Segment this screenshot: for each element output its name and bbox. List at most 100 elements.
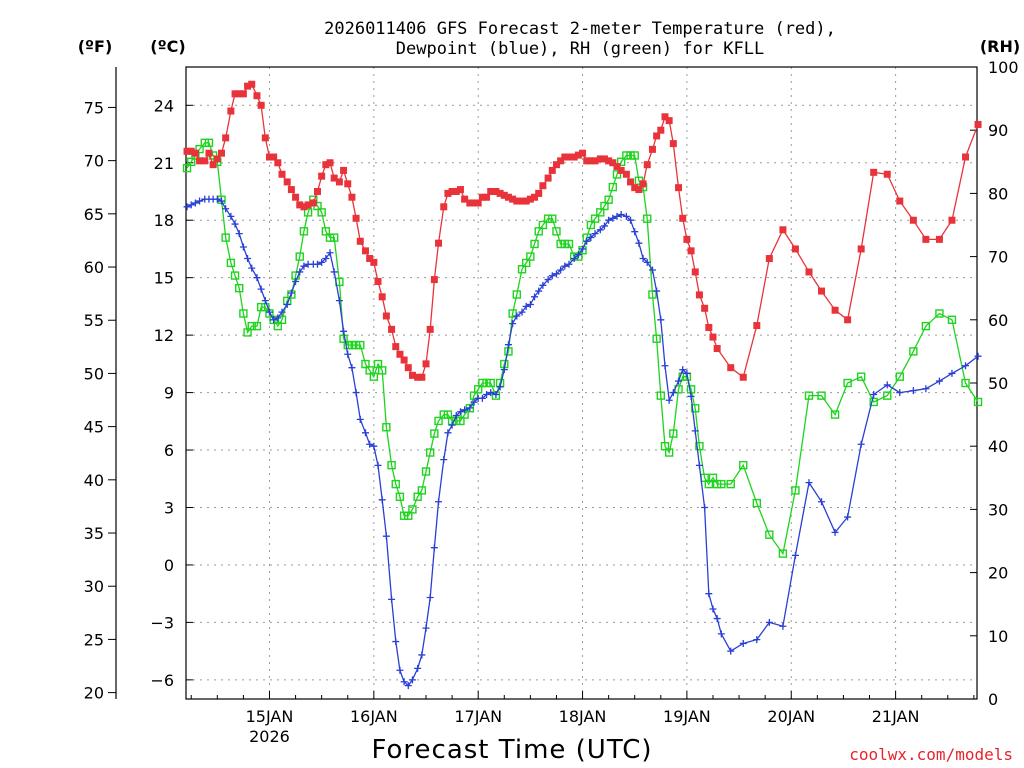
dewpoint-point [440, 456, 448, 464]
dewpoint-point [631, 228, 639, 236]
dewpoint-point [665, 396, 673, 404]
dewpoint-point [217, 197, 225, 205]
dewpoint-point [292, 277, 300, 285]
dewpoint-point [922, 385, 930, 393]
dewpoint-point [426, 593, 434, 601]
dewpoint-point [962, 362, 970, 370]
dewpoint-point [404, 682, 412, 690]
x-tick-label: 15JAN [246, 707, 294, 726]
dewpoint-point [909, 387, 917, 395]
dewpoint-point [392, 638, 400, 646]
rh-point [369, 372, 379, 381]
x-tick-sublabel: 2026 [249, 727, 290, 746]
temperature-point [870, 168, 878, 176]
rh-point [417, 486, 427, 495]
rh-tick-label: 80 [988, 184, 1008, 203]
dewpoint-point [213, 195, 221, 203]
temperature-point [388, 325, 396, 333]
rh-point [791, 486, 800, 495]
rh-point [512, 290, 522, 299]
temperature-point [378, 293, 386, 301]
dewpoint-point [388, 595, 396, 603]
temperature-point [318, 172, 326, 180]
dewpoint-point [287, 289, 295, 297]
temperature-point [370, 258, 378, 266]
dewpoint-point [548, 272, 556, 280]
rh-point [883, 391, 892, 400]
temperature-point [753, 322, 761, 330]
dewpoint-point [883, 381, 891, 389]
rh-point [356, 340, 365, 350]
temperature-point [418, 373, 426, 381]
rh-point [804, 391, 814, 400]
temperature-point [661, 113, 669, 121]
temperature-point [430, 276, 438, 284]
temperature-point [561, 153, 569, 161]
dewpoint-point [444, 429, 452, 437]
temperature-point [539, 182, 547, 190]
dewpoint-point [753, 636, 761, 644]
temperature-point [701, 304, 709, 312]
temperature-point [414, 373, 422, 381]
temperature-point [456, 186, 464, 194]
dewpoint-point [361, 429, 369, 437]
rh-point [630, 151, 639, 160]
dewpoint-point [831, 528, 839, 536]
fahrenheit-axis-unit: (ºF) [78, 37, 113, 56]
temperature-point [974, 120, 982, 128]
rh-point [226, 258, 236, 268]
dewpoint-point [518, 308, 526, 316]
dewpoint-point [739, 639, 747, 647]
temperature-point [492, 187, 500, 195]
temperature-point [382, 312, 390, 320]
temperature-point [548, 166, 556, 174]
dewpoint-point [418, 651, 426, 659]
x-axis-label: Forecast Time (UTC) [371, 735, 652, 765]
temperature-point [392, 343, 400, 351]
dewpoint-point [526, 300, 534, 308]
temperature-point [257, 101, 265, 109]
dewpoint-point [244, 255, 252, 263]
temperature-point [518, 197, 526, 205]
dewpoint-point [270, 316, 278, 324]
chart-title-line2: Dewpoint (blue), RH (green) for KFLL [396, 39, 764, 59]
dewpoint-point [509, 320, 517, 328]
dewpoint-point [191, 199, 199, 207]
dewpoint-point [896, 389, 904, 397]
temperature-point [366, 255, 374, 263]
rh-point [752, 498, 762, 508]
rh-point [221, 233, 230, 242]
rh-point [195, 144, 204, 154]
dewpoint-point [492, 390, 500, 398]
rh-tick-label: 30 [988, 500, 1008, 519]
temperature-point [209, 161, 217, 169]
temperature-point [231, 90, 239, 98]
temperature-point [496, 189, 504, 197]
x-tick-label: 20JAN [767, 707, 815, 726]
temperature-point [544, 174, 552, 182]
dewpoint-point [691, 427, 699, 435]
rh-point [530, 239, 539, 249]
dewpoint-line [186, 198, 979, 687]
temperature-point [818, 287, 826, 295]
dewpoint-point [695, 461, 703, 469]
temperature-point [617, 166, 625, 174]
x-tick-label: 19JAN [663, 707, 711, 726]
temperature-series [183, 80, 982, 381]
temperature-point [935, 235, 943, 243]
rh-point [548, 214, 557, 223]
temperature-point [587, 157, 595, 165]
dewpoint-point [330, 268, 338, 276]
rh-point [247, 321, 256, 331]
dewpoint-point [296, 268, 304, 276]
temperature-point [461, 195, 469, 203]
temperature-point [196, 157, 204, 165]
fahrenheit-tick-label: 30 [84, 577, 104, 596]
temperature-point [691, 268, 699, 276]
temperature-point [596, 155, 604, 163]
dewpoint-point [239, 243, 247, 251]
rh-point [382, 423, 391, 432]
dewpoint-point [565, 260, 573, 268]
dewpoint-point [627, 216, 635, 224]
